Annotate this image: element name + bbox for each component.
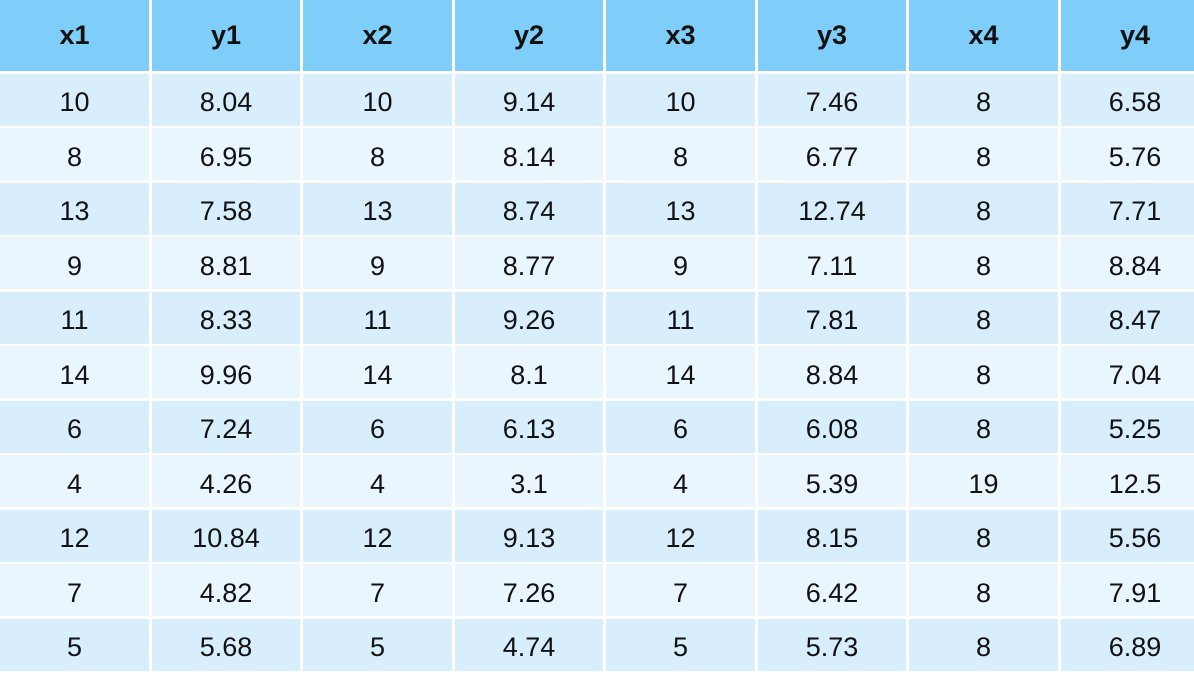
- table-cell-x2: 5: [303, 618, 452, 671]
- table-cell-x3: 5: [606, 618, 755, 671]
- table-cell-x4: 8: [909, 128, 1058, 180]
- table-cell-y2: 8.77: [455, 237, 603, 289]
- table-cell-y2: 9.14: [455, 73, 603, 126]
- table-cell-y2: 8.14: [455, 128, 603, 180]
- table-cell-x3: 9: [606, 237, 755, 289]
- table-cell-x3: 13: [606, 182, 755, 235]
- table-cell-y3: 6.08: [758, 400, 906, 453]
- table-cell-x1: 9: [0, 237, 149, 289]
- table-cell-x4: 8: [909, 291, 1058, 344]
- table-cell-y2: 4.74: [455, 618, 603, 671]
- table-cell-x1: 12: [0, 509, 149, 562]
- table-cell-x4: 8: [909, 346, 1058, 398]
- column-header-x1: x1: [0, 0, 149, 71]
- table-cell-x4: 19: [909, 455, 1058, 507]
- column-header-y2: y2: [455, 0, 603, 71]
- table-cell-y2: 8.74: [455, 182, 603, 235]
- table-cell-x3: 12: [606, 509, 755, 562]
- table-cell-y4: 7.04: [1061, 346, 1194, 398]
- table-cell-x1: 13: [0, 182, 149, 235]
- table-cell-x2: 9: [303, 237, 452, 289]
- table-cell-y2: 8.1: [455, 346, 603, 398]
- table-cell-y1: 7.58: [152, 182, 300, 235]
- table-cell-y1: 7.24: [152, 400, 300, 453]
- table-cell-x1: 8: [0, 128, 149, 180]
- table-cell-y2: 7.26: [455, 564, 603, 616]
- table-cell-x2: 14: [303, 346, 452, 398]
- table-cell-x1: 6: [0, 400, 149, 453]
- table-cell-x1: 10: [0, 73, 149, 126]
- table-cell-x2: 11: [303, 291, 452, 344]
- table-cell-x3: 8: [606, 128, 755, 180]
- table-cell-y3: 6.77: [758, 128, 906, 180]
- table-cell-y1: 10.84: [152, 509, 300, 562]
- column-header-y4: y4: [1061, 0, 1194, 71]
- table-cell-y1: 6.95: [152, 128, 300, 180]
- table-cell-x4: 8: [909, 182, 1058, 235]
- column-header-y1: y1: [152, 0, 300, 71]
- table-cell-y3: 5.73: [758, 618, 906, 671]
- table-cell-x2: 13: [303, 182, 452, 235]
- table-cell-y3: 7.46: [758, 73, 906, 126]
- table-cell-y4: 5.25: [1061, 400, 1194, 453]
- table-cell-x1: 7: [0, 564, 149, 616]
- table-cell-x4: 8: [909, 400, 1058, 453]
- table-cell-x3: 14: [606, 346, 755, 398]
- table-cell-x3: 6: [606, 400, 755, 453]
- table-cell-y4: 5.76: [1061, 128, 1194, 180]
- table-cell-x3: 4: [606, 455, 755, 507]
- table-cell-x2: 4: [303, 455, 452, 507]
- table-cell-x1: 14: [0, 346, 149, 398]
- table-cell-x1: 5: [0, 618, 149, 671]
- table-cell-y2: 3.1: [455, 455, 603, 507]
- table-cell-y2: 9.26: [455, 291, 603, 344]
- table-cell-x1: 11: [0, 291, 149, 344]
- table-cell-y3: 8.15: [758, 509, 906, 562]
- table-cell-y4: 7.71: [1061, 182, 1194, 235]
- table-cell-x2: 7: [303, 564, 452, 616]
- table-cell-x1: 4: [0, 455, 149, 507]
- table-cell-y1: 8.04: [152, 73, 300, 126]
- table-cell-x2: 12: [303, 509, 452, 562]
- table-cell-y1: 8.33: [152, 291, 300, 344]
- table-cell-y1: 5.68: [152, 618, 300, 671]
- column-header-x4: x4: [909, 0, 1058, 71]
- table-cell-x3: 10: [606, 73, 755, 126]
- table-cell-y4: 5.56: [1061, 509, 1194, 562]
- table-cell-y3: 5.39: [758, 455, 906, 507]
- table-cell-y4: 6.58: [1061, 73, 1194, 126]
- table-cell-y1: 8.81: [152, 237, 300, 289]
- table-cell-x4: 8: [909, 618, 1058, 671]
- column-header-y3: y3: [758, 0, 906, 71]
- table-cell-x3: 11: [606, 291, 755, 344]
- table-cell-x4: 8: [909, 237, 1058, 289]
- table-cell-y4: 7.91: [1061, 564, 1194, 616]
- table-cell-y4: 8.47: [1061, 291, 1194, 344]
- column-header-x2: x2: [303, 0, 452, 71]
- table-cell-x2: 8: [303, 128, 452, 180]
- table-cell-y3: 7.11: [758, 237, 906, 289]
- table-cell-x3: 7: [606, 564, 755, 616]
- table-cell-y4: 8.84: [1061, 237, 1194, 289]
- table-cell-y2: 6.13: [455, 400, 603, 453]
- table-cell-y1: 4.26: [152, 455, 300, 507]
- table-cell-x4: 8: [909, 509, 1058, 562]
- table-cell-y4: 12.5: [1061, 455, 1194, 507]
- table-cell-y1: 9.96: [152, 346, 300, 398]
- table-cell-x4: 8: [909, 73, 1058, 126]
- table-cell-y1: 4.82: [152, 564, 300, 616]
- column-header-x3: x3: [606, 0, 755, 71]
- table-cell-y3: 6.42: [758, 564, 906, 616]
- table-cell-y3: 8.84: [758, 346, 906, 398]
- table-cell-y3: 12.74: [758, 182, 906, 235]
- table-cell-y3: 7.81: [758, 291, 906, 344]
- table-cell-x4: 8: [909, 564, 1058, 616]
- table-cell-x2: 6: [303, 400, 452, 453]
- table-cell-y4: 6.89: [1061, 618, 1194, 671]
- table-cell-x2: 10: [303, 73, 452, 126]
- table-cell-y2: 9.13: [455, 509, 603, 562]
